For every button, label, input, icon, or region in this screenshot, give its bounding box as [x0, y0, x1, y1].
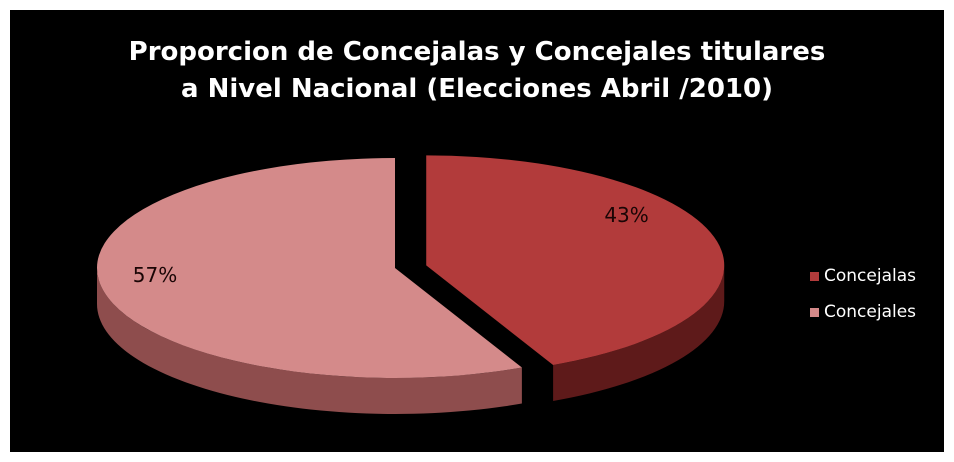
legend-label-concejalas: Concejalas: [824, 266, 916, 286]
legend-swatch-concejalas: [810, 271, 819, 281]
pie-slice-concejales: [97, 158, 522, 378]
slice-label-concejalas: 43%: [604, 203, 648, 227]
legend-item-concejales: Concejales: [810, 294, 916, 330]
pie-chart: 43% 57%: [97, 155, 725, 414]
pie-slice-concejalas: [426, 155, 725, 365]
legend-label-concejales: Concejales: [824, 302, 917, 322]
chart-title-line-1: Proporcion de Concejalas y Concejales ti…: [128, 37, 826, 67]
pie-side-concejales: [97, 268, 522, 414]
legend: Concejalas Concejales: [810, 258, 916, 330]
legend-item-concejalas: Concejalas: [810, 258, 916, 294]
legend-swatch-concejales: [810, 307, 819, 317]
chart-title-line-2: a Nivel Nacional (Elecciones Abril /2010…: [181, 74, 773, 104]
slice-label-concejales: 57%: [133, 263, 177, 287]
chart-frame: Proporcion de Concejalas y Concejales ti…: [10, 10, 944, 452]
pie-side-concejalas: [553, 265, 725, 401]
chart-title: Proporcion de Concejalas y Concejales ti…: [10, 34, 944, 108]
